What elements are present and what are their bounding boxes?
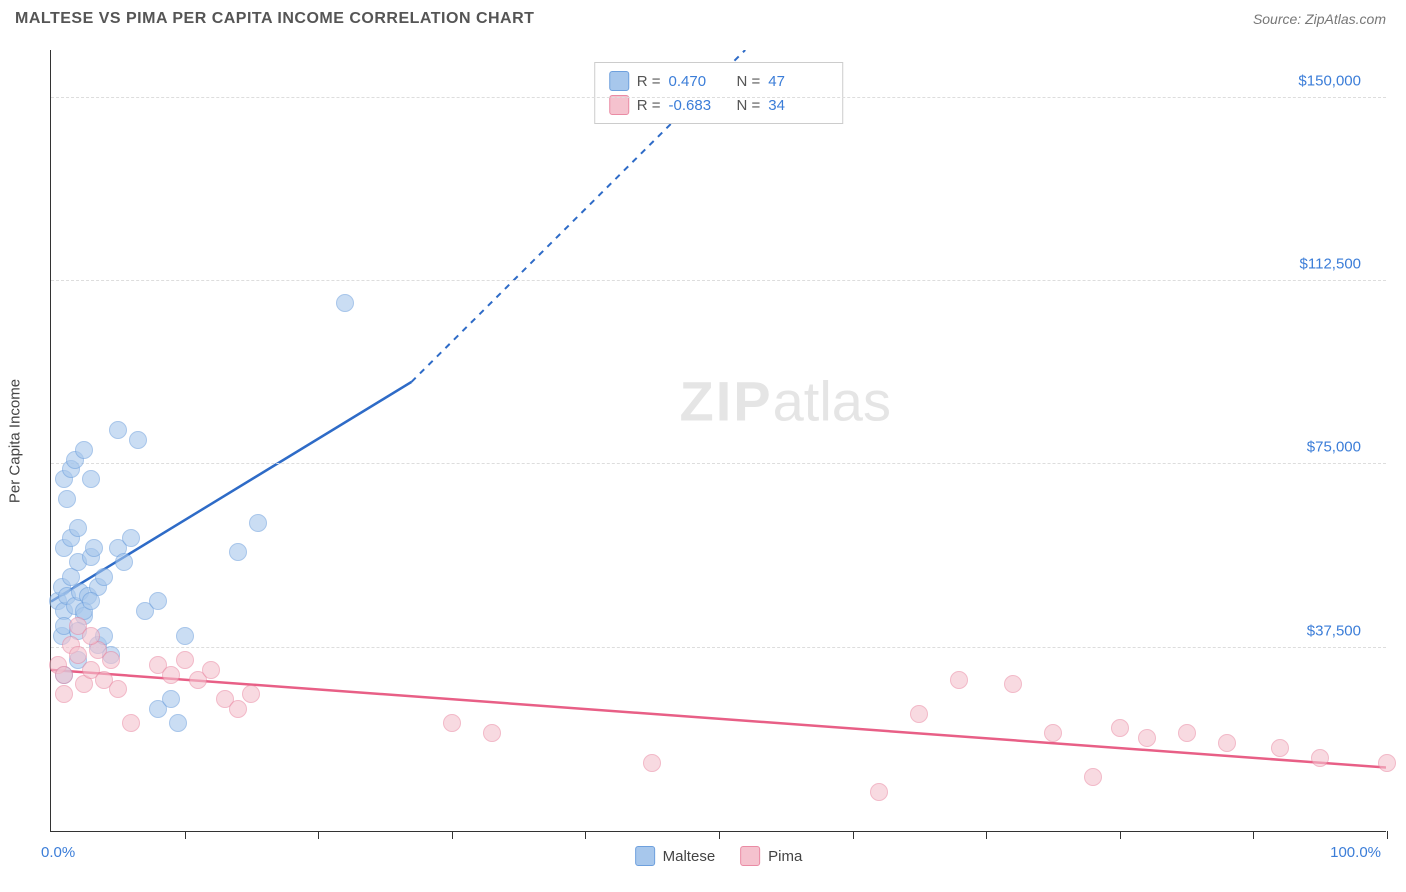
gridline: [51, 463, 1386, 464]
r-label: R =: [637, 73, 661, 90]
data-point: [122, 529, 140, 547]
legend-swatch: [635, 846, 655, 866]
data-point: [443, 714, 461, 732]
data-point: [55, 685, 73, 703]
n-value: 47: [768, 73, 828, 90]
legend-label: Pima: [768, 848, 802, 865]
data-point: [1044, 724, 1062, 742]
watermark: ZIPatlas: [680, 369, 891, 434]
data-point: [109, 680, 127, 698]
data-point: [149, 592, 167, 610]
stats-box: R = 0.470 N = 47 R = -0.683 N = 34: [594, 62, 844, 124]
data-point: [82, 627, 100, 645]
y-tick-label: $75,000: [1307, 439, 1361, 456]
x-tick: [1253, 831, 1254, 839]
y-axis-title: Per Capita Income: [7, 379, 24, 503]
data-point: [82, 470, 100, 488]
data-point: [950, 671, 968, 689]
series-swatch: [609, 95, 629, 115]
x-tick: [185, 831, 186, 839]
data-point: [249, 514, 267, 532]
data-point: [109, 421, 127, 439]
gridline: [51, 97, 1386, 98]
series-swatch: [609, 71, 629, 91]
data-point: [82, 592, 100, 610]
data-point: [169, 714, 187, 732]
chart-title: MALTESE VS PIMA PER CAPITA INCOME CORREL…: [15, 10, 534, 28]
y-tick-label: $37,500: [1307, 622, 1361, 639]
data-point: [69, 646, 87, 664]
data-point: [1218, 734, 1236, 752]
data-point: [75, 441, 93, 459]
y-tick-label: $150,000: [1298, 72, 1361, 89]
data-point: [229, 543, 247, 561]
data-point: [870, 783, 888, 801]
x-tick: [585, 831, 586, 839]
data-point: [115, 553, 133, 571]
data-point: [176, 627, 194, 645]
x-tick: [1120, 831, 1121, 839]
gridline: [51, 647, 1386, 648]
data-point: [1084, 768, 1102, 786]
data-point: [129, 431, 147, 449]
r-label: R =: [637, 97, 661, 114]
data-point: [202, 661, 220, 679]
n-value: 34: [768, 97, 828, 114]
data-point: [69, 519, 87, 537]
data-point: [1378, 754, 1396, 772]
data-point: [483, 724, 501, 742]
gridline: [51, 280, 1386, 281]
data-point: [1138, 729, 1156, 747]
y-tick-label: $112,500: [1300, 256, 1361, 273]
x-tick: [318, 831, 319, 839]
data-point: [242, 685, 260, 703]
x-max-label: 100.0%: [1330, 844, 1381, 861]
data-point: [85, 539, 103, 557]
x-tick: [853, 831, 854, 839]
data-point: [643, 754, 661, 772]
regression-lines: [51, 50, 1386, 831]
data-point: [1178, 724, 1196, 742]
x-min-label: 0.0%: [41, 844, 75, 861]
source-label: Source: ZipAtlas.com: [1253, 11, 1386, 27]
data-point: [162, 666, 180, 684]
r-value: -0.683: [669, 97, 729, 114]
legend-item: Maltese: [635, 846, 716, 866]
legend-swatch: [740, 846, 760, 866]
x-tick: [452, 831, 453, 839]
data-point: [58, 490, 76, 508]
data-point: [336, 294, 354, 312]
r-value: 0.470: [669, 73, 729, 90]
data-point: [1311, 749, 1329, 767]
x-tick: [719, 831, 720, 839]
data-point: [55, 666, 73, 684]
x-tick: [1387, 831, 1388, 839]
data-point: [122, 714, 140, 732]
plot-area: ZIPatlas R =0.470N =47R =-0.683N =34 Mal…: [50, 50, 1386, 832]
data-point: [1271, 739, 1289, 757]
legend: Maltese Pima: [635, 846, 803, 866]
stats-row: R = 0.470 N = 47: [609, 69, 829, 93]
data-point: [162, 690, 180, 708]
data-point: [102, 651, 120, 669]
data-point: [910, 705, 928, 723]
n-label: N =: [737, 73, 761, 90]
x-tick: [986, 831, 987, 839]
legend-item: Pima: [740, 846, 802, 866]
data-point: [1004, 675, 1022, 693]
data-point: [95, 568, 113, 586]
data-point: [1111, 719, 1129, 737]
n-label: N =: [737, 97, 761, 114]
legend-label: Maltese: [663, 848, 716, 865]
data-point: [176, 651, 194, 669]
data-point: [229, 700, 247, 718]
chart-area: Per Capita Income ZIPatlas R =0.470N =47…: [50, 50, 1386, 832]
